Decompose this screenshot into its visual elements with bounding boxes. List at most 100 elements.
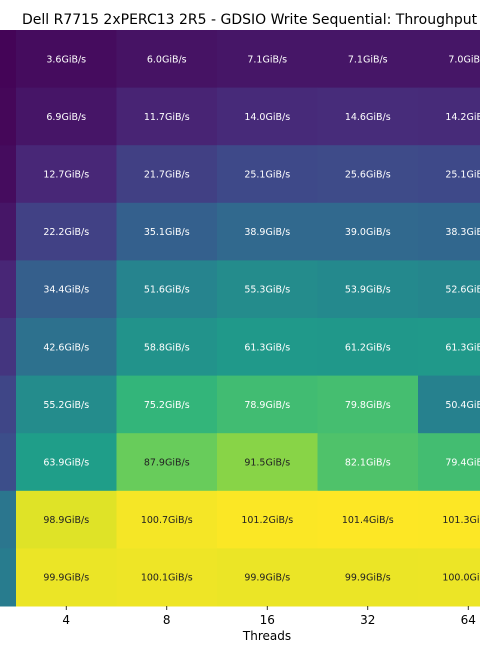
heatmap-cell [317, 433, 419, 492]
cell-value-label: 38.3GiB/s [445, 227, 480, 238]
heatmap-cell [317, 548, 419, 607]
cell-value-label: 91.5GiB/s [244, 458, 290, 469]
cell-value-label: 98.9GiB/s [43, 515, 89, 526]
cell-value-label: 25.1GiB/s [244, 170, 290, 181]
cell-value-label: 6.0GiB/s [147, 54, 187, 65]
heatmap-cell [317, 30, 419, 89]
heatmap-cell [217, 548, 318, 607]
heatmap-cell [418, 30, 480, 89]
heatmap-cell [217, 318, 318, 377]
cell-value-label: 21.7GiB/s [144, 170, 190, 181]
heatmap-cell [418, 318, 480, 377]
heatmap-cell [217, 260, 318, 319]
cell-value-label: 11.7GiB/s [144, 112, 190, 123]
heatmap-cell [116, 30, 218, 89]
cell-value-label: 14.6GiB/s [345, 112, 391, 123]
heatmap-cell [217, 433, 318, 492]
cell-value-label: 53.9GiB/s [345, 285, 391, 296]
cell-value-label: 99.9GiB/s [43, 573, 89, 584]
heatmap-cell-partial [0, 30, 16, 89]
cell-value-label: 22.2GiB/s [43, 227, 89, 238]
heatmap-cell [16, 375, 117, 434]
cell-value-label: 79.4GiB/s [445, 458, 480, 469]
heatmap-cell [116, 490, 218, 549]
heatmap-cell-partial [0, 145, 16, 204]
heatmap-cell [116, 375, 218, 434]
x-tick-label: 16 [260, 613, 275, 627]
x-tick-label: 8 [163, 613, 171, 627]
cell-value-label: 35.1GiB/s [144, 227, 190, 238]
heatmap-cell [16, 202, 117, 261]
x-tick-label: 4 [62, 613, 70, 627]
heatmap-cell [317, 490, 419, 549]
heatmap-cell [418, 260, 480, 319]
heatmap-cell-partial [0, 87, 16, 146]
heatmap-cell [16, 260, 117, 319]
heatmap-cell [16, 145, 117, 204]
cell-value-label: 38.9GiB/s [244, 227, 290, 238]
heatmap-cell [418, 87, 480, 146]
heatmap-cell [418, 202, 480, 261]
x-tick-label: 32 [360, 613, 375, 627]
cell-value-label: 75.2GiB/s [144, 400, 190, 411]
heatmap-cell [116, 548, 218, 607]
cell-value-label: 25.6GiB/s [345, 170, 391, 181]
cell-value-label: 101.4GiB/s [342, 515, 394, 526]
heatmap-cell-partial [0, 260, 16, 319]
cell-value-label: 14.0GiB/s [244, 112, 290, 123]
heatmap-cell [16, 548, 117, 607]
heatmap-cells: 3.6GiB/s 6.0GiB/s 7.1GiB/s 7.1GiB/s 7.0GiB/s… [0, 30, 480, 607]
heatmap-cell [418, 433, 480, 492]
heatmap-cell [418, 548, 480, 607]
heatmap-cell [116, 87, 218, 146]
cell-value-label: 101.2GiB/s [241, 515, 293, 526]
cell-value-label: 63.9GiB/s [43, 458, 89, 469]
cell-value-label: 34.4GiB/s [43, 285, 89, 296]
cell-value-label: 79.8GiB/s [345, 400, 391, 411]
heatmap-cell [317, 145, 419, 204]
heatmap-cell [317, 202, 419, 261]
cell-value-label: 7.1GiB/s [247, 54, 287, 65]
cell-value-label: 61.2GiB/s [345, 342, 391, 353]
heatmap-cell [16, 433, 117, 492]
heatmap-cell [317, 87, 419, 146]
cell-value-label: 52.6GiB/s [445, 285, 480, 296]
heatmap-cell-partial [0, 433, 16, 492]
cell-value-label: 61.3GiB/s [244, 342, 290, 353]
cell-value-label: 99.9GiB/s [345, 573, 391, 584]
cell-value-label: 101.3GiB/s [442, 515, 480, 526]
cell-value-label: 14.2GiB/s [445, 112, 480, 123]
cell-value-label: 99.9GiB/s [244, 573, 290, 584]
heatmap-cell [317, 318, 419, 377]
heatmap-cell-partial [0, 490, 16, 549]
cell-value-label: 55.3GiB/s [244, 285, 290, 296]
cell-value-label: 12.7GiB/s [43, 170, 89, 181]
heatmap-cell [418, 375, 480, 434]
heatmap-cell [217, 87, 318, 146]
cell-value-label: 6.9GiB/s [46, 112, 86, 123]
cell-value-label: 82.1GiB/s [345, 458, 391, 469]
heatmap-cell-partial [0, 202, 16, 261]
heatmap-cell [217, 30, 318, 89]
heatmap-cell [116, 260, 218, 319]
heatmap-cell [116, 318, 218, 377]
x-axis-label: Threads [242, 629, 291, 643]
cell-value-label: 7.0GiB/s [448, 54, 480, 65]
cell-value-label: 42.6GiB/s [43, 342, 89, 353]
heatmap-cell [418, 490, 480, 549]
heatmap-cell [217, 145, 318, 204]
heatmap-cell-partial [0, 548, 16, 607]
heatmap-cell [16, 318, 117, 377]
cell-value-label: 78.9GiB/s [244, 400, 290, 411]
cell-value-label: 39.0GiB/s [345, 227, 391, 238]
heatmap-cell [16, 30, 117, 89]
cell-value-label: 100.1GiB/s [141, 573, 193, 584]
cell-value-label: 55.2GiB/s [43, 400, 89, 411]
heatmap-cell [116, 202, 218, 261]
cell-value-label: 3.6GiB/s [46, 54, 86, 65]
chart-title: Dell R7715 2xPERC13 2R5 - GDSIO Write Se… [22, 12, 480, 28]
cell-value-label: 100.0GiB/s [442, 573, 480, 584]
heatmap-cell [317, 375, 419, 434]
